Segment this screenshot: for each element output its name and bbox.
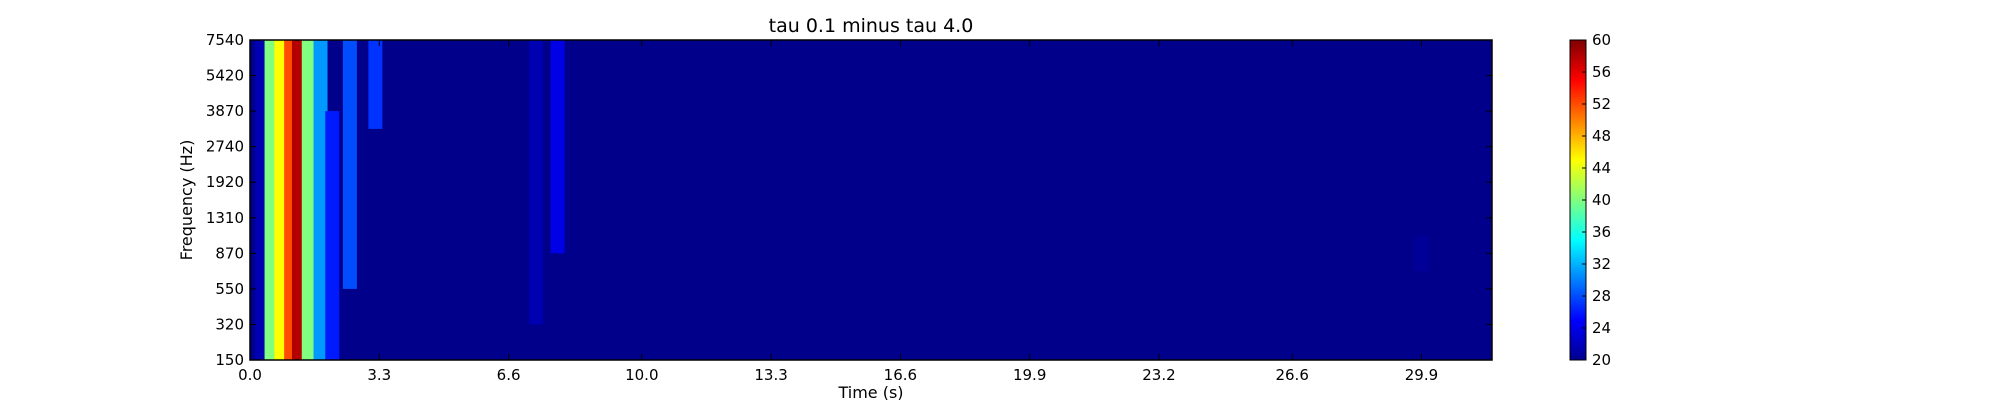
heatmap-cell <box>550 40 565 254</box>
colorbar-tick-label: 56 <box>1592 63 1611 81</box>
colorbar-tick-label: 40 <box>1592 191 1611 209</box>
heatmap-cell <box>301 40 316 360</box>
x-tick-label: 3.3 <box>367 366 391 384</box>
colorbar-ticks: 20 24 28 32 36 40 44 48 52 56 60 <box>1582 31 1611 369</box>
y-tick-label: 5420 <box>206 67 244 85</box>
plot-frame <box>249 39 1493 361</box>
x-tick-label: 26.6 <box>1275 366 1308 384</box>
x-tick-label: 19.9 <box>1013 366 1046 384</box>
colorbar-tick-label: 20 <box>1592 351 1611 369</box>
heatmap-cell <box>325 111 340 360</box>
x-axis-label: Time (s) <box>837 383 903 400</box>
y-tick-label: 3870 <box>206 102 244 120</box>
colorbar-tick-label: 52 <box>1592 95 1611 113</box>
y-tick-label: 2740 <box>206 138 244 156</box>
x-tick-label: 10.0 <box>625 366 658 384</box>
y-axis-label: Frequency (Hz) <box>177 140 196 261</box>
colorbar-tick-label: 60 <box>1592 31 1611 49</box>
heatmap-cell <box>529 40 544 325</box>
x-tick-label: 0.0 <box>238 366 262 384</box>
y-tick-label: 7540 <box>206 31 244 49</box>
colorbar-tick-label: 36 <box>1592 223 1611 241</box>
x-tick-label: 29.9 <box>1405 366 1438 384</box>
heatmap-features <box>254 40 1429 360</box>
chart-title: tau 0.1 minus tau 4.0 <box>769 15 974 37</box>
heatmap-cell <box>342 40 357 289</box>
colorbar-tick-label: 32 <box>1592 255 1611 273</box>
colorbar-tick-label: 28 <box>1592 287 1611 305</box>
heatmap-background <box>250 40 1492 360</box>
y-tick-label: 1920 <box>206 173 244 191</box>
x-tick-label: 23.2 <box>1142 366 1175 384</box>
heatmap-plot-area <box>249 39 1493 361</box>
colorbar: 20 24 28 32 36 40 44 48 52 56 60 <box>1569 31 1611 369</box>
x-axis: 0.0 3.3 6.6 10.0 13.3 16.6 19.9 23.2 26.6 29.9 <box>238 40 1438 384</box>
x-tick-label: 6.6 <box>497 366 521 384</box>
y-tick-label: 320 <box>215 315 244 333</box>
y-tick-label: 1310 <box>206 209 244 227</box>
colorbar-tick-label: 44 <box>1592 159 1611 177</box>
heatmap-cell <box>313 40 328 360</box>
colorbar-tick-label: 48 <box>1592 127 1611 145</box>
y-axis: 150 320 550 870 1310 1920 2740 3870 5420 7540 <box>206 31 1492 369</box>
colorbar-tick-label: 24 <box>1592 319 1611 337</box>
x-tick-label: 13.3 <box>754 366 787 384</box>
y-tick-label: 550 <box>215 280 244 298</box>
y-tick-label: 870 <box>215 244 244 262</box>
heatmap-cell <box>368 40 383 129</box>
heatmap-cell <box>1414 235 1429 272</box>
x-tick-label: 16.6 <box>884 366 917 384</box>
y-tick-label: 150 <box>215 351 244 369</box>
